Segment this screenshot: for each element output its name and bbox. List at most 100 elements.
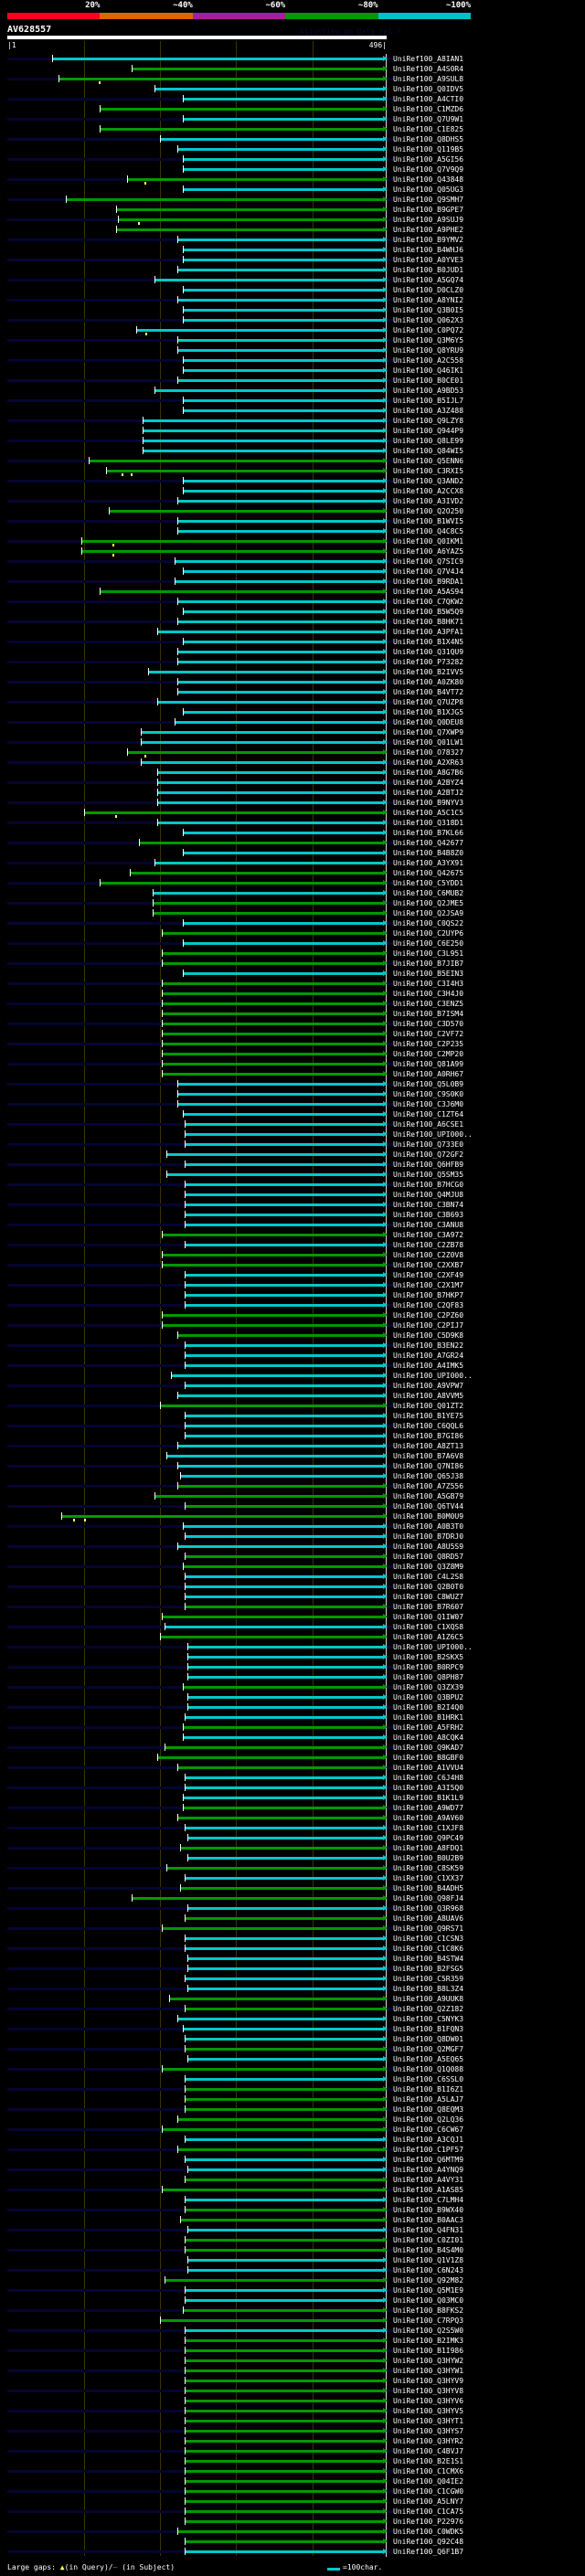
hit-label[interactable]: UniRef100_B9NYV3 (393, 799, 464, 807)
hit-label[interactable]: UniRef100_Q2MGF7 (393, 2045, 464, 2053)
alignment-bar[interactable] (185, 2038, 383, 2041)
alignment-bar[interactable] (176, 148, 383, 151)
alignment-bar[interactable] (185, 2209, 383, 2211)
hit-row[interactable]: UniRef100_B9NYV3 (0, 798, 585, 808)
alignment-bar[interactable] (185, 2440, 383, 2443)
hit-label[interactable]: UniRef100_A8CQK4 (393, 1733, 464, 1742)
hit-row[interactable]: UniRef100_Q7NI86 (0, 1461, 585, 1471)
hit-row[interactable]: UniRef100_B1FQN3 (0, 2024, 585, 2034)
hit-label[interactable]: UniRef100_A9PHE2 (393, 226, 464, 234)
alignment-bar[interactable] (186, 1666, 383, 1669)
hit-label[interactable]: UniRef100_C4BVJ7 (393, 2447, 464, 2455)
hit-row[interactable]: UniRef100_C1CGW0 (0, 2486, 585, 2496)
hit-row[interactable]: UniRef100_B1YE75 (0, 1411, 585, 1421)
alignment-bar[interactable] (176, 1093, 383, 1096)
alignment-bar[interactable] (185, 2138, 383, 2141)
hit-label[interactable]: UniRef100_C1XJF8 (393, 1824, 464, 1832)
hit-label[interactable]: UniRef100_Q7V9Q9 (393, 165, 464, 174)
hit-label[interactable]: UniRef100_C1CGW0 (393, 2487, 464, 2496)
hit-label[interactable]: UniRef100_Q3HYS7 (393, 2427, 464, 2435)
hit-row[interactable]: UniRef100_B8HK71 (0, 617, 585, 627)
alignment-bar[interactable] (100, 128, 383, 131)
alignment-bar[interactable] (185, 2430, 383, 2433)
hit-label[interactable]: UniRef100_Q3BPU2 (393, 1693, 464, 1701)
hit-label[interactable]: UniRef100_B7GI86 (393, 1432, 464, 1440)
hit-label[interactable]: UniRef100_A3CQJ1 (393, 2136, 464, 2144)
hit-row[interactable]: UniRef100_Q3HYW1 (0, 2366, 585, 2376)
alignment-bar[interactable] (185, 1606, 383, 1608)
hit-label[interactable]: UniRef100_A9SUL8 (393, 75, 464, 83)
hit-row[interactable]: UniRef100_B4ADH5 (0, 1883, 585, 1893)
hit-row[interactable]: UniRef100_C3BN74 (0, 1200, 585, 1210)
hit-row[interactable]: UniRef100_B9WX40 (0, 2205, 585, 2215)
alignment-bar[interactable] (162, 1073, 383, 1076)
alignment-bar[interactable] (186, 1907, 383, 1910)
alignment-bar[interactable] (81, 540, 383, 543)
hit-label[interactable]: UniRef100_Q65J38 (393, 1472, 464, 1480)
hit-row[interactable]: UniRef100_C5YDD1 (0, 878, 585, 888)
hit-label[interactable]: UniRef100_A5LNY7 (393, 2497, 464, 2506)
hit-label[interactable]: UniRef100_B5W5Q9 (393, 608, 464, 616)
alignment-bar[interactable] (162, 1033, 383, 1035)
alignment-bar[interactable] (171, 1374, 383, 1377)
hit-row[interactable]: UniRef100_B8GBF0 (0, 1753, 585, 1763)
hit-row[interactable]: UniRef100_B4B8Z0 (0, 848, 585, 858)
alignment-bar[interactable] (176, 520, 383, 523)
alignment-bar[interactable] (185, 2359, 383, 2362)
hit-row[interactable]: UniRef100_Q7U9W1 (0, 114, 585, 124)
hit-row[interactable]: UniRef100_UPI000.. (0, 1129, 585, 1140)
hit-row[interactable]: UniRef100_Q0DEU8 (0, 717, 585, 727)
hit-label[interactable]: UniRef100_A5GI56 (393, 155, 464, 164)
hit-row[interactable]: UniRef100_A9AV60 (0, 1813, 585, 1823)
hit-row[interactable]: UniRef100_B7A6V8 (0, 1451, 585, 1461)
hit-label[interactable]: UniRef100_Q3HYV9 (393, 2377, 464, 2385)
hit-row[interactable]: UniRef100_A8FDQ1 (0, 1843, 585, 1853)
hit-row[interactable]: UniRef100_Q7V4J4 (0, 567, 585, 577)
hit-row[interactable]: UniRef100_B7HCG0 (0, 1180, 585, 1190)
hit-row[interactable]: UniRef100_C3ENZ5 (0, 999, 585, 1009)
alignment-bar[interactable] (164, 1746, 383, 1749)
hit-label[interactable]: UniRef100_A3PFA1 (393, 628, 464, 636)
hit-row[interactable]: UniRef100_A5AS94 (0, 587, 585, 597)
hit-row[interactable]: UniRef100_A1VVU4 (0, 1763, 585, 1773)
hit-label[interactable]: UniRef100_B0JUD1 (393, 266, 464, 274)
hit-row[interactable]: UniRef100_B1X4N5 (0, 637, 585, 647)
hit-label[interactable]: UniRef100_A2C558 (393, 356, 464, 365)
hit-row[interactable]: UniRef100_Q062X3 (0, 315, 585, 325)
alignment-bar[interactable] (176, 500, 383, 503)
hit-label[interactable]: UniRef100_C2X1M7 (393, 1281, 464, 1289)
alignment-bar[interactable] (176, 691, 383, 694)
hit-label[interactable]: UniRef100_A8ZT13 (393, 1442, 464, 1450)
alignment-bar[interactable] (166, 1173, 383, 1176)
hit-label[interactable]: UniRef100_B9RDA1 (393, 578, 464, 586)
hit-row[interactable]: UniRef100_C2VF72 (0, 1029, 585, 1039)
alignment-bar[interactable] (185, 1435, 383, 1437)
hit-label[interactable]: UniRef100_A9SUJ9 (393, 216, 464, 224)
hit-row[interactable]: UniRef100_C2XXB7 (0, 1260, 585, 1270)
hit-label[interactable]: UniRef100_Q5ENN6 (393, 457, 464, 465)
hit-row[interactable]: UniRef100_Q84WI5 (0, 446, 585, 456)
alignment-bar[interactable] (159, 1405, 383, 1407)
hit-row[interactable]: UniRef100_Q03MC0 (0, 2295, 585, 2306)
hit-row[interactable]: UniRef100_C6J4H8 (0, 1773, 585, 1783)
hit-label[interactable]: UniRef100_B2E1S1 (393, 2457, 464, 2465)
hit-label[interactable]: UniRef100_Q1IW07 (393, 1613, 464, 1621)
hit-row[interactable]: UniRef100_A8U5S9 (0, 1542, 585, 1552)
alignment-bar[interactable] (140, 731, 383, 734)
hit-row[interactable]: UniRef100_C3ANU8 (0, 1220, 585, 1230)
hit-row[interactable]: UniRef100_A3IVD2 (0, 496, 585, 506)
alignment-bar[interactable] (143, 429, 383, 432)
alignment-bar[interactable] (185, 2088, 383, 2091)
hit-row[interactable]: UniRef100_UPI000.. (0, 1642, 585, 1652)
alignment-bar[interactable] (176, 661, 383, 663)
hit-row[interactable]: UniRef100_B7R607 (0, 1602, 585, 1612)
hit-label[interactable]: UniRef100_D0CLZ0 (393, 286, 464, 294)
alignment-bar[interactable] (176, 1083, 383, 1086)
alignment-bar[interactable] (185, 2400, 383, 2402)
alignment-bar[interactable] (159, 1636, 383, 1638)
alignment-bar[interactable] (185, 1415, 383, 1417)
hit-label[interactable]: UniRef100_A0RH67 (393, 1070, 464, 1078)
alignment-bar[interactable] (162, 1053, 383, 1055)
hit-label[interactable]: UniRef100_Q6HFB9 (393, 1161, 464, 1169)
hit-label[interactable]: UniRef100_C1CSN3 (393, 1935, 464, 1943)
